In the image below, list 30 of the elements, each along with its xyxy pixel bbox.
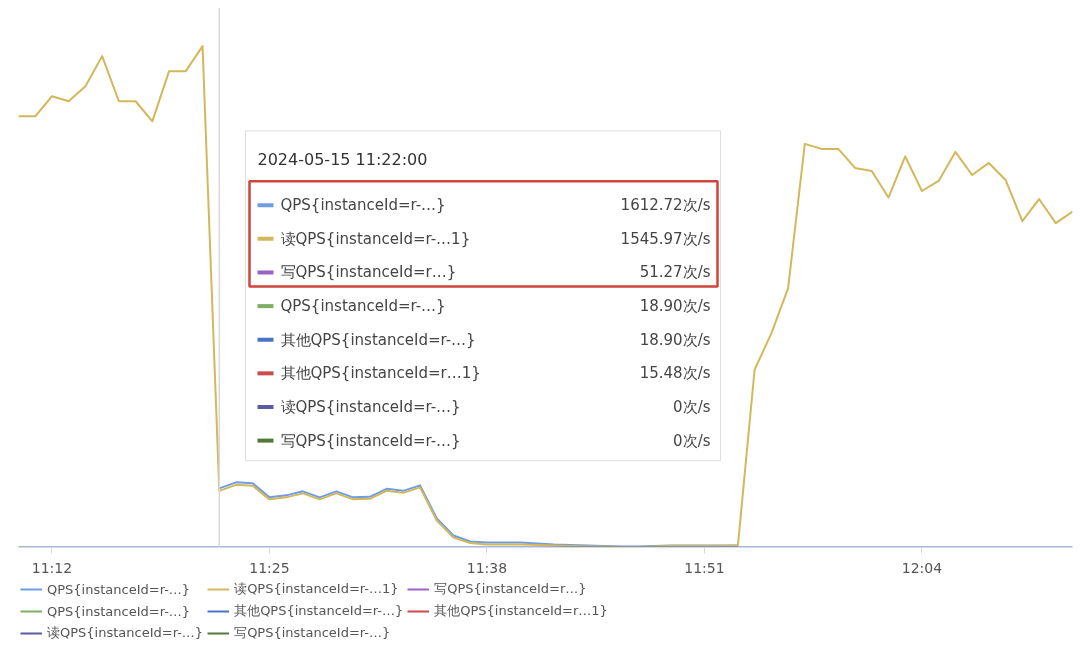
legend-label: 读QPS{instanceId=r-…} — [280, 397, 461, 416]
x-tick-label: 11:25 — [249, 559, 290, 576]
legend-label: 写QPS{instanceId=r…} — [280, 263, 457, 282]
annotation: 1612.72次/s — [620, 196, 711, 215]
text: 读QPS{instanceId=r-…1} — [234, 581, 399, 596]
annotation: 1545.97次/s — [620, 229, 711, 248]
legend-label: 其他QPS{instanceId=r…1} — [280, 364, 481, 383]
text: 其他QPS{instanceId=r-…} — [280, 330, 476, 349]
annotation: 18.90次/s — [639, 330, 711, 349]
ref-line-label: 2024-05-15 11:22:00 — [257, 149, 428, 169]
x-tick-label: 11:12 — [31, 559, 73, 576]
annotation: 51.27次/s — [639, 263, 711, 282]
text: QPS{instanceId=r-…} — [47, 603, 191, 619]
x-tick-label: 11:38 — [466, 559, 508, 576]
legend-label: QPS{instanceId=r-…} — [47, 581, 191, 597]
annotation: 0次/s — [673, 431, 711, 450]
x-tick-label: 12:04 — [901, 559, 943, 576]
text: QPS{instanceId=r-…} — [280, 196, 446, 215]
legend-label: 其他QPS{instanceId=r-…} — [234, 602, 404, 620]
text: 写QPS{instanceId=r…} — [434, 581, 587, 596]
x-tick-label: 11:51 — [684, 559, 725, 576]
legend-label: 写QPS{instanceId=r-…} — [280, 431, 461, 450]
annotation: 18.90次/s — [639, 297, 711, 316]
annotation: 15.48次/s — [639, 364, 711, 383]
legend-label: QPS{instanceId=r-…} — [280, 297, 446, 316]
annotation: 0次/s — [673, 397, 711, 416]
text: 写QPS{instanceId=r-…} — [234, 625, 391, 640]
legend-label: 读QPS{instanceId=r-…1} — [280, 229, 471, 248]
text: 读QPS{instanceId=r-…} — [47, 625, 204, 640]
text: 其他QPS{instanceId=r…1} — [434, 603, 608, 618]
